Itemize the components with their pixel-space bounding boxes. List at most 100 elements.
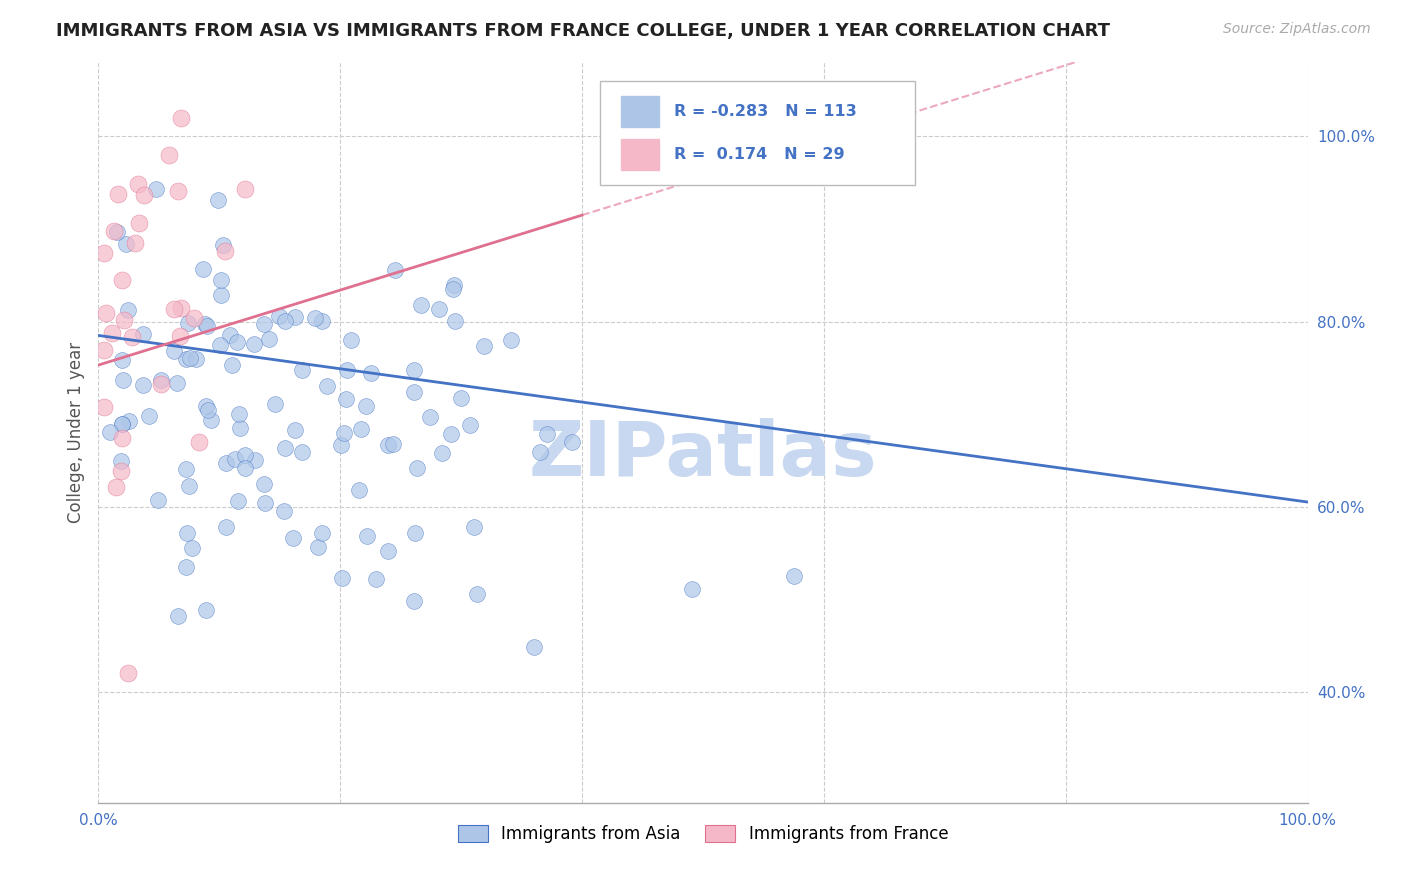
Point xyxy=(207,193,229,207)
Point xyxy=(101,326,124,340)
Point xyxy=(419,409,441,424)
Point xyxy=(93,246,115,260)
Point xyxy=(360,366,382,380)
Text: R =  0.174   N = 29: R = 0.174 N = 29 xyxy=(673,147,845,161)
Y-axis label: College, Under 1 year: College, Under 1 year xyxy=(66,342,84,524)
Point xyxy=(110,464,132,478)
Point xyxy=(561,435,583,450)
Point xyxy=(243,336,266,351)
Point xyxy=(111,417,134,432)
Point xyxy=(402,384,425,399)
Point xyxy=(209,338,232,352)
Point xyxy=(103,223,125,237)
Point xyxy=(291,445,314,459)
Point xyxy=(329,438,352,452)
Point xyxy=(157,148,180,162)
Point xyxy=(195,399,218,413)
Point xyxy=(150,373,173,387)
Point xyxy=(117,303,139,318)
Point xyxy=(467,587,489,601)
Point xyxy=(430,446,453,460)
Point xyxy=(94,306,117,320)
Point xyxy=(184,352,207,367)
Point xyxy=(356,528,378,542)
Point xyxy=(226,494,249,508)
Point xyxy=(224,452,246,467)
Point xyxy=(191,261,214,276)
Point xyxy=(311,525,333,540)
Point xyxy=(308,540,330,554)
Point xyxy=(127,177,149,191)
Point xyxy=(174,352,197,367)
Point xyxy=(411,298,433,312)
Point xyxy=(177,479,200,493)
Point xyxy=(111,373,134,387)
FancyBboxPatch shape xyxy=(600,81,915,185)
Point xyxy=(170,301,193,315)
Point xyxy=(132,378,155,392)
Point xyxy=(187,435,209,450)
Point xyxy=(333,425,356,440)
Point xyxy=(273,504,295,518)
Point xyxy=(311,314,333,328)
Point xyxy=(214,244,236,258)
Point xyxy=(209,288,232,302)
Legend: Immigrants from Asia, Immigrants from France: Immigrants from Asia, Immigrants from Fr… xyxy=(451,819,955,850)
Point xyxy=(274,313,297,327)
Point xyxy=(681,582,703,596)
Point xyxy=(219,327,242,342)
Point xyxy=(98,425,121,440)
Point xyxy=(233,449,256,463)
Point xyxy=(149,376,172,391)
Point xyxy=(111,352,134,367)
Point xyxy=(107,186,129,201)
Point xyxy=(174,462,197,476)
Point xyxy=(167,185,190,199)
Point xyxy=(200,413,222,427)
Point xyxy=(93,401,115,415)
Point xyxy=(330,570,353,584)
Point xyxy=(194,317,217,331)
Point xyxy=(115,236,138,251)
Point xyxy=(377,543,399,558)
Point xyxy=(427,301,450,316)
Point xyxy=(146,492,169,507)
Point xyxy=(243,453,266,467)
Point xyxy=(253,318,276,332)
Point xyxy=(350,422,373,436)
Point xyxy=(111,273,134,287)
Point xyxy=(233,182,256,196)
Text: IMMIGRANTS FROM ASIA VS IMMIGRANTS FROM FRANCE COLLEGE, UNDER 1 YEAR CORRELATION: IMMIGRANTS FROM ASIA VS IMMIGRANTS FROM … xyxy=(56,22,1111,40)
Point xyxy=(111,431,134,445)
Point xyxy=(440,426,463,441)
Point xyxy=(181,541,204,556)
Point xyxy=(112,313,135,327)
Point xyxy=(381,436,404,450)
Point xyxy=(228,407,250,421)
Point xyxy=(406,460,429,475)
Point xyxy=(267,309,290,323)
Text: R = -0.283   N = 113: R = -0.283 N = 113 xyxy=(673,103,856,119)
Point xyxy=(212,237,235,252)
Point xyxy=(177,316,200,330)
Point xyxy=(443,277,465,292)
Point xyxy=(335,392,357,406)
Point xyxy=(472,339,495,353)
Point xyxy=(197,402,219,417)
Point xyxy=(111,417,134,432)
Point xyxy=(536,427,558,442)
Text: Source: ZipAtlas.com: Source: ZipAtlas.com xyxy=(1223,22,1371,37)
Point xyxy=(458,417,481,432)
Point xyxy=(162,343,184,358)
Point xyxy=(110,454,132,468)
Text: ZIPatlas: ZIPatlas xyxy=(529,417,877,491)
Point xyxy=(404,526,426,541)
Point xyxy=(284,423,307,437)
Point xyxy=(336,363,359,377)
Point xyxy=(195,319,218,334)
Bar xyxy=(621,95,659,127)
Point xyxy=(347,483,370,497)
Point xyxy=(463,520,485,534)
Point xyxy=(229,421,252,435)
Point xyxy=(124,236,146,251)
